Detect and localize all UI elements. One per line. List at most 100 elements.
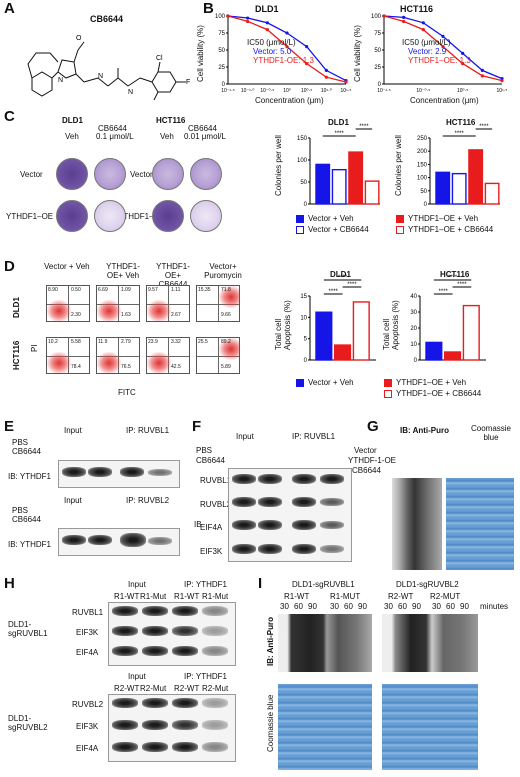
b-dld1-vector: Vector: 5.0 bbox=[253, 47, 292, 56]
e-pbs-1: PBS bbox=[12, 438, 29, 447]
quadrant-line bbox=[197, 303, 239, 305]
y-tick-label: 50 bbox=[374, 48, 381, 54]
i-group-2: R1-MUT bbox=[330, 592, 361, 601]
g-row-1: Vector bbox=[354, 446, 377, 455]
panel-label-f: F bbox=[192, 418, 202, 435]
data-point bbox=[480, 68, 484, 72]
cell-population bbox=[147, 352, 171, 373]
quadrant-percent: 0.50 bbox=[71, 287, 81, 293]
blot-band bbox=[292, 474, 316, 484]
h-top-row-3: EIF4A bbox=[76, 648, 99, 657]
bar bbox=[331, 168, 347, 205]
i-right-coomassie bbox=[382, 684, 478, 770]
blot-band bbox=[202, 698, 228, 708]
b-hct-ylabel: Cell viability (%) bbox=[353, 25, 362, 82]
bar bbox=[352, 301, 370, 361]
blot-band bbox=[172, 698, 198, 708]
colony-dish bbox=[152, 158, 184, 190]
y-tick-label: 75 bbox=[218, 31, 225, 37]
quadrant-percent: 1.09 bbox=[121, 287, 131, 293]
coomassie-gel-g bbox=[446, 478, 514, 570]
quadrant-percent: 3.32 bbox=[171, 339, 181, 345]
data-point bbox=[421, 21, 425, 25]
time-label: 60 bbox=[344, 602, 353, 611]
c-dld1-dose: 0.1 μmol/L bbox=[96, 132, 134, 141]
bar bbox=[435, 171, 451, 205]
cell-population bbox=[47, 352, 71, 373]
blot-band bbox=[258, 497, 282, 507]
colony-dish bbox=[94, 200, 126, 232]
quadrant-percent: 2.67 bbox=[171, 312, 181, 318]
g-row-3: CB6644 bbox=[352, 466, 381, 475]
blot-band bbox=[88, 467, 112, 477]
quadrant-percent: 11.9 bbox=[98, 339, 108, 345]
bar bbox=[484, 182, 500, 205]
h-bot-col-1: R2-WT bbox=[114, 684, 140, 693]
sig-label: **** bbox=[457, 282, 467, 288]
h-bot-col-4: R2-Mut bbox=[202, 684, 229, 693]
f-input: Input bbox=[236, 432, 254, 441]
h-ip-1: IP: YTHDF1 bbox=[184, 580, 227, 589]
bar bbox=[425, 341, 443, 361]
blot-band bbox=[292, 544, 316, 554]
y-tick-label: 0 bbox=[304, 358, 308, 364]
c-ylabel-1: Colonies per well bbox=[274, 135, 283, 196]
blot-band bbox=[142, 646, 168, 656]
quadrant-percent: 23.9 bbox=[148, 339, 158, 345]
blot-band bbox=[258, 544, 282, 554]
colony-dish bbox=[152, 200, 184, 232]
panel-label-d: D bbox=[4, 258, 15, 275]
y-tick-label: 0 bbox=[414, 358, 418, 364]
sig-label: **** bbox=[448, 275, 458, 281]
legend-swatch bbox=[396, 226, 404, 234]
d-legend-2: YTHDF1–OE + Veh bbox=[396, 378, 467, 387]
h-bot-col-2: R2-Mut bbox=[140, 684, 167, 693]
flow-plot: 25.5 89.2 5.89 bbox=[196, 337, 240, 374]
e-ip2: IP: RUVBL2 bbox=[126, 496, 170, 505]
f-ip: IP: RUVBL1 bbox=[292, 432, 336, 441]
blot-band bbox=[112, 626, 138, 636]
data-point bbox=[461, 51, 465, 56]
cell-population bbox=[97, 300, 121, 321]
i-left-title: DLD1-sgRUVBL1 bbox=[292, 580, 355, 589]
sig-label: **** bbox=[479, 124, 489, 130]
e-ib-2: IB: YTHDF1 bbox=[8, 540, 51, 549]
i-left-blot bbox=[278, 614, 372, 672]
i-group-1: R1-WT bbox=[284, 592, 310, 601]
x-tick-label: 10¹·⁵ bbox=[497, 88, 508, 94]
c-legend-2: Vector + CB6644 bbox=[308, 225, 369, 234]
h-top-col-4: R1-Mut bbox=[202, 592, 229, 601]
data-point bbox=[382, 14, 386, 18]
blot-band bbox=[320, 545, 344, 553]
data-point bbox=[305, 45, 309, 49]
x-tick-label: 10⁰ bbox=[283, 88, 291, 94]
blot-band bbox=[148, 469, 172, 476]
time-label: 30 bbox=[384, 602, 393, 611]
g-coomassie: Coomassie blue bbox=[470, 424, 511, 442]
h-top-row-2: EIF3K bbox=[76, 628, 99, 637]
cell-population bbox=[147, 300, 171, 321]
x-tick-label: 10¹·⁵ bbox=[341, 88, 352, 94]
blot-band bbox=[112, 606, 138, 616]
d-legend-1: Vector + Veh bbox=[308, 378, 354, 387]
y-tick-label: 0 bbox=[424, 202, 428, 208]
y-tick-label: 75 bbox=[374, 31, 381, 37]
cell-population bbox=[219, 338, 239, 360]
d-col-1: Vector + Veh bbox=[44, 262, 90, 271]
bar bbox=[334, 344, 352, 361]
data-point bbox=[324, 75, 328, 79]
time-label: 90 bbox=[308, 602, 317, 611]
quadrant-percent: 1.11 bbox=[171, 287, 181, 293]
legend-swatch bbox=[296, 215, 304, 223]
quadrant-percent: 9.57 bbox=[148, 287, 158, 293]
i-ib: IB: Anti-Puro bbox=[266, 616, 275, 666]
y-tick-label: 5 bbox=[304, 337, 308, 343]
c-hct-cb-label: CB6644 bbox=[188, 124, 217, 133]
blot-band bbox=[258, 474, 282, 484]
x-tick-label: 10¹·⁰ bbox=[321, 88, 332, 94]
blot-band bbox=[232, 544, 256, 554]
blot-band bbox=[112, 720, 138, 730]
b-hct-title: HCT116 bbox=[400, 4, 434, 14]
colony-bar-charts: 0 50 100 150 **** **** 0 50 100 150 200 250 **** ***… bbox=[297, 124, 500, 208]
